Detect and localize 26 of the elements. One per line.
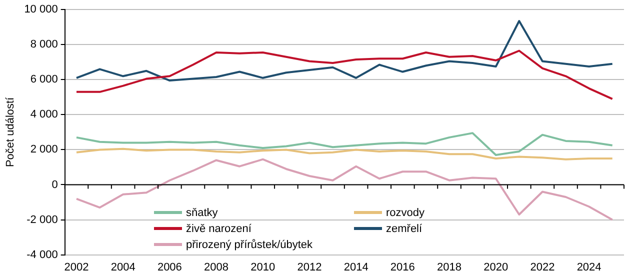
x-tick-label: 2008 xyxy=(204,261,229,274)
x-tick-label: 2022 xyxy=(530,261,555,274)
y-tick-label: 0 xyxy=(52,178,58,191)
y-tick-label: 4 000 xyxy=(30,108,58,121)
legend-label: živě narození xyxy=(186,222,252,234)
x-tick-label: 2024 xyxy=(576,261,602,274)
y-tick-label: -2 000 xyxy=(26,214,58,226)
x-tick-label: 2006 xyxy=(157,261,182,274)
legend-label: sňatky xyxy=(186,206,218,218)
y-tick-label: 6 000 xyxy=(30,74,58,86)
x-tick-label: 2016 xyxy=(390,261,415,274)
legend-label: rozvody xyxy=(386,206,425,218)
x-tick-label: 2004 xyxy=(110,261,136,274)
y-tick-label: 8 000 xyxy=(30,38,58,51)
x-tick-label: 2010 xyxy=(250,261,276,274)
x-tick-label: 2020 xyxy=(484,261,508,274)
y-tick-label: 10 000 xyxy=(24,4,58,16)
x-tick-label: 2014 xyxy=(344,261,368,274)
x-tick-label: 2012 xyxy=(297,261,322,274)
y-tick-label: 2 000 xyxy=(30,144,58,156)
x-tick-label: 2018 xyxy=(437,261,462,274)
legend-label: přirozený přírůstek/úbytek xyxy=(186,238,313,250)
y-axis-title: Počet událostí xyxy=(4,96,17,168)
x-tick-label: 2002 xyxy=(64,261,89,274)
legend-label: zemřelí xyxy=(386,222,422,234)
y-tick-label: -4 000 xyxy=(26,248,58,261)
